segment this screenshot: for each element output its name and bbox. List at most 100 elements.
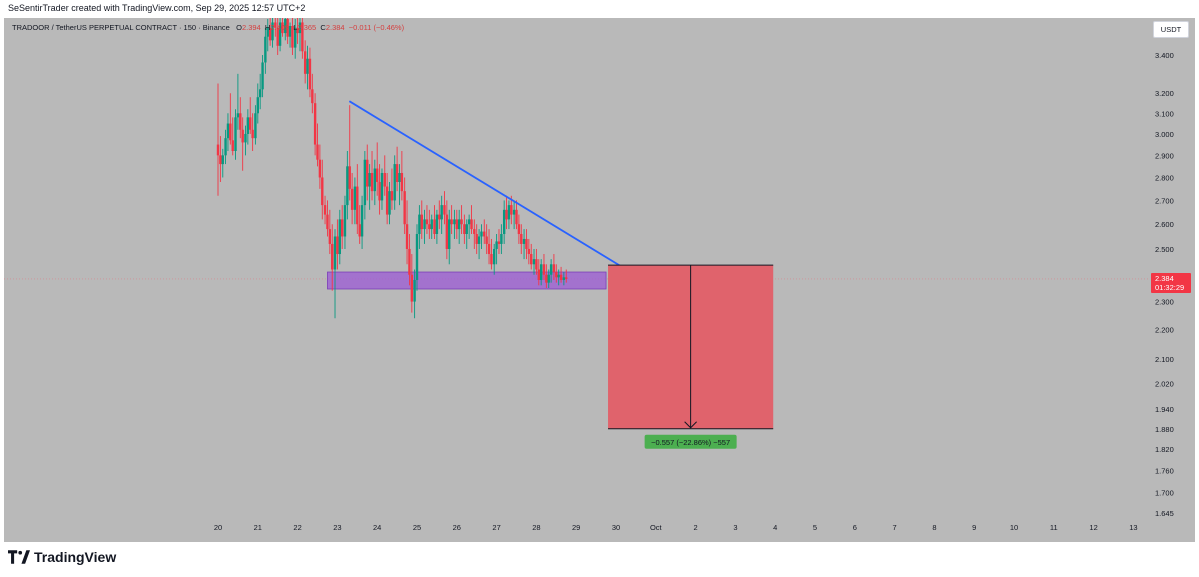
candle-body [368,172,371,187]
candle-body [258,89,262,98]
x-tick-label: Oct [650,523,663,532]
candle-body [298,22,302,34]
candle-body [453,219,456,225]
candle-body [547,274,550,283]
candle-body [390,191,394,201]
candle-body [473,229,476,235]
candle-body [333,236,337,270]
x-tick-label: 9 [972,523,976,532]
high-key: H [264,23,271,32]
candle-body [517,224,521,235]
candle-body [428,224,431,230]
candle-body [520,234,523,244]
tradingview-logo-icon [8,550,30,564]
x-tick-label: 20 [214,523,222,532]
candle-body [425,219,429,225]
candle-body [246,117,250,134]
candle-body [388,191,391,215]
candle-body [423,219,426,230]
candle-body [408,248,411,275]
x-tick-label: 10 [1010,523,1018,532]
candle-body [321,177,324,206]
x-tick-label: 7 [893,523,897,532]
candle-body [219,155,222,165]
last-price-tag [1151,272,1191,293]
candle-body [465,224,468,235]
candle-body [493,248,496,265]
candle-body [460,219,463,225]
candle-body [552,264,556,273]
candle-body [539,264,543,280]
x-tick-label: 12 [1089,523,1097,532]
candle-body [413,279,416,302]
y-tick-label: 2.700 [1155,196,1174,205]
candle-body [306,58,309,74]
author-credit: SeSentirTrader created with TradingView.… [8,3,306,13]
candle-body [455,219,458,230]
close-key: C [320,23,326,32]
tradingview-brand[interactable]: TradingView [8,549,116,565]
candle-body [502,209,506,235]
candle-body [356,186,359,225]
price-change: −0.011 (−0.46%) [348,23,405,32]
y-tick-label: 1.880 [1155,425,1174,434]
candle-body [405,224,409,249]
candle-body [403,191,406,225]
y-tick-label: 1.820 [1155,445,1174,454]
candle-body [500,234,503,244]
candle-body [483,231,486,237]
candle-body [241,129,244,143]
measure-arrow-head-icon [684,421,697,429]
measure-label: −0.557 (−22.86%) −557 [651,438,730,447]
candle-body [487,243,491,255]
candle-body [231,140,234,152]
candle-body [463,224,466,235]
candle-body [525,238,528,249]
candle-body [532,259,536,265]
candle-body [274,22,277,28]
candle-body [410,274,414,302]
candle-body [557,274,560,278]
candle-body [418,214,421,235]
y-tick-label: 2.100 [1155,355,1174,364]
candle-body [370,172,374,192]
y-tick-label: 1.940 [1155,405,1174,414]
y-tick-label: 2.020 [1155,379,1174,388]
candle-body [239,113,242,130]
y-tick-label: 3.200 [1155,89,1174,98]
candle-body [380,172,384,201]
x-tick-label: 25 [413,523,421,532]
candle-body [562,277,566,280]
open-key: O [236,23,242,32]
y-tick-label: 2.200 [1155,326,1174,335]
currency-button[interactable]: USDT [1153,21,1189,38]
low-value: 2.365 [297,23,317,32]
candle-body [278,22,282,46]
candle-body [313,103,317,145]
x-tick-label: 29 [572,523,580,532]
x-tick-label: 5 [813,523,817,532]
low-key: L [293,23,298,32]
candle-body [251,129,254,139]
x-tick-label: 11 [1050,523,1058,532]
descending-trendline[interactable] [348,100,623,268]
candle-body [358,224,361,237]
candle-body [445,214,449,249]
candle-body [363,159,367,206]
candle-body [480,231,483,237]
candle-body [284,18,287,34]
candle-body [348,166,351,189]
candle-body [303,51,307,74]
candle-body [542,264,546,275]
candle-body [301,22,304,52]
candle-body [234,117,237,152]
open-value: 2.394 [241,23,261,32]
candle-body [268,27,272,41]
candle-body [266,27,269,37]
x-tick-label: 6 [853,523,857,532]
candle-body [276,27,279,46]
symbol-legend: TRADOOR / TetherUS PERPETUAL CONTRACT · … [12,23,404,32]
support-zone[interactable] [327,271,607,290]
candle-body [271,22,274,41]
